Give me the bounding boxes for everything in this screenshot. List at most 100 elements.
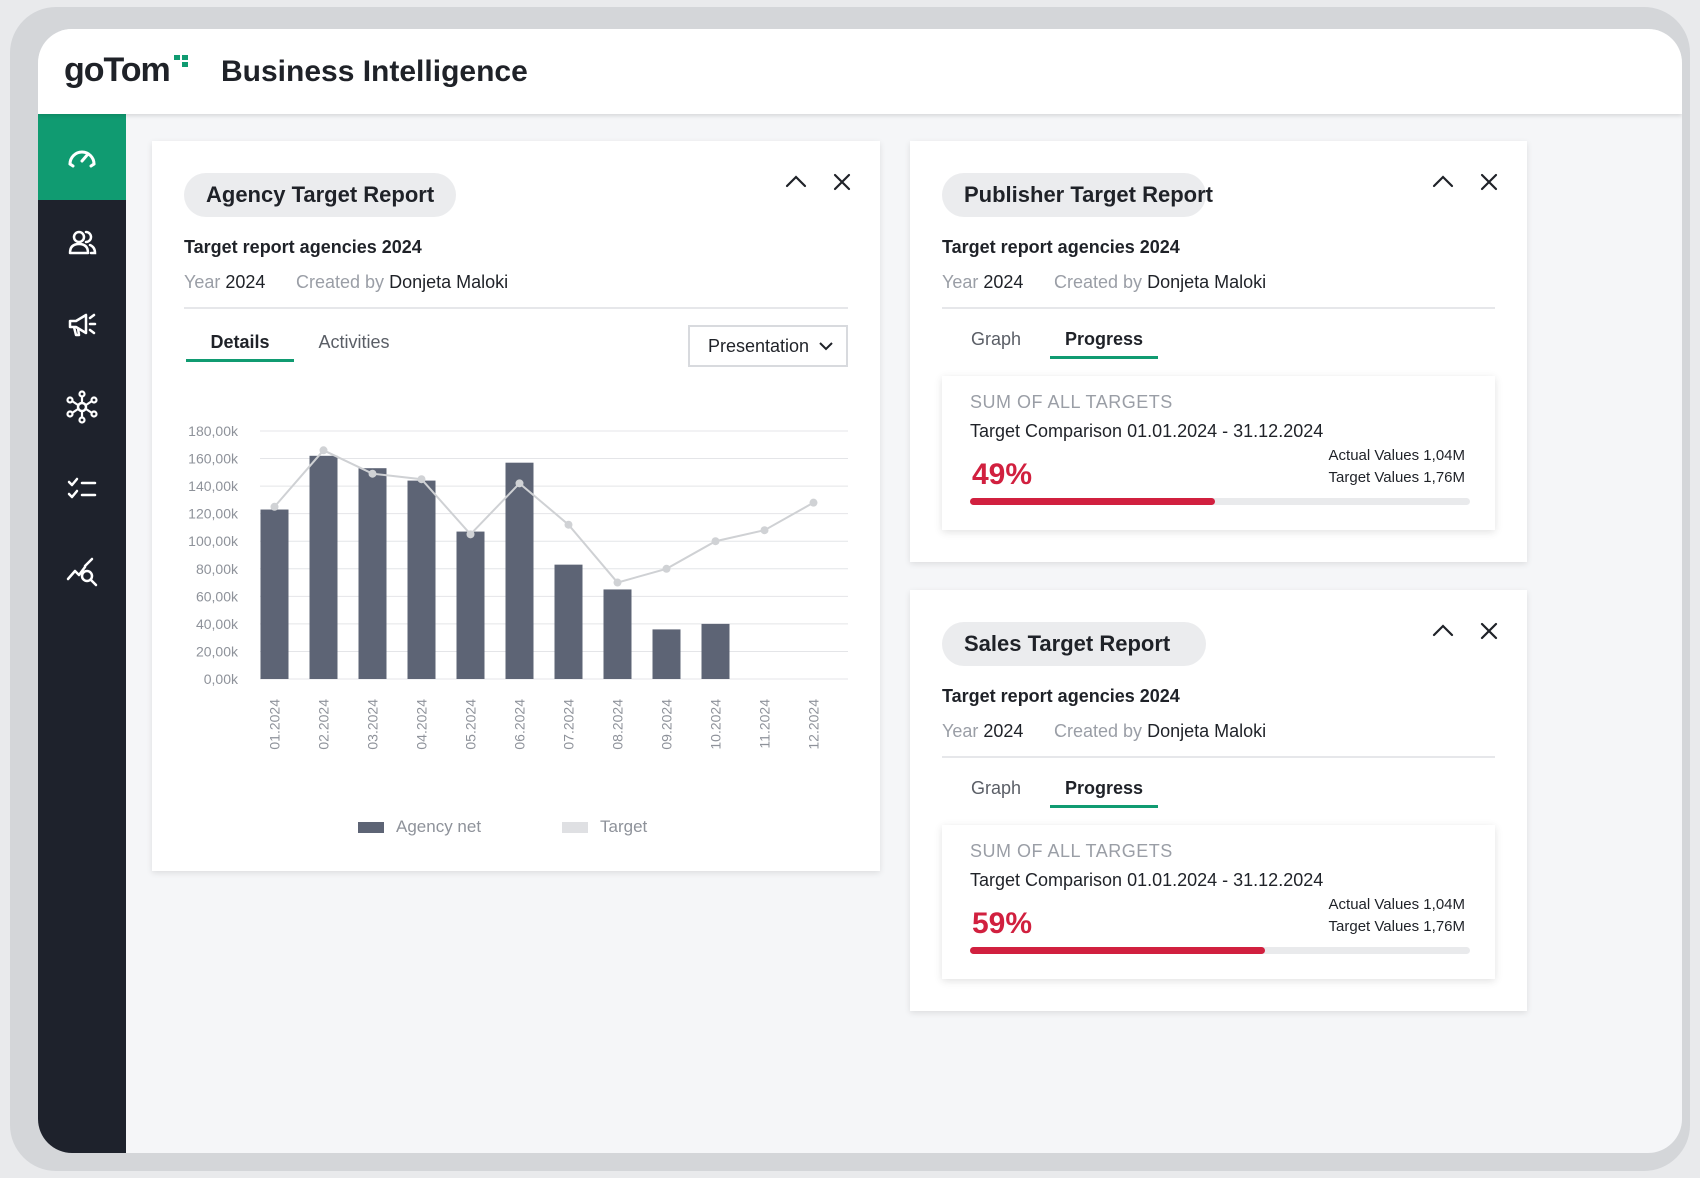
report-subtitle: Target report agencies 2024 [942,686,1180,706]
target-values: Target Values 1,76M [1328,918,1465,935]
tab-details[interactable]: Details [210,332,270,352]
sidebar-item-campaigns[interactable] [38,282,126,368]
target-point [564,520,573,529]
progress-bar [970,947,1470,954]
target-point [515,479,524,488]
tab-graph[interactable]: Graph [970,329,1022,349]
created-label: Created by [1054,272,1143,292]
target-line [273,449,814,584]
progress-percent: 49% [972,458,1033,491]
bar [407,480,436,679]
legend-label: Agency net [396,817,482,836]
year-value: 2024 [983,721,1024,741]
tab-active-indicator [186,359,294,362]
sidebar-item-analytics[interactable] [38,528,126,614]
target-point [368,469,377,478]
close-button[interactable] [1476,169,1502,195]
author-name: Donjeta Maloki [389,272,509,292]
target-point [270,502,279,511]
app-title: Business Intelligence [221,55,528,88]
gotom-logo[interactable]: goTom [64,51,188,90]
bar [603,589,632,679]
year-value: 2024 [225,272,266,292]
speedometer-icon [68,150,96,168]
y-tick-label: 180,00k [188,423,239,439]
collapse-button[interactable] [783,169,809,195]
created-label: Created by [296,272,385,292]
y-tick-label: 140,00k [188,478,239,494]
megaphone-icon [68,313,97,337]
target-point [613,578,622,587]
top-bar: goTom Business Intelligence [38,29,1682,114]
y-tick-label: 80,00k [196,561,239,577]
report-author: Created by Donjeta Maloki [1054,721,1266,742]
y-tick-label: 60,00k [196,588,239,604]
analytics-search-icon [66,557,98,587]
close-icon [1480,173,1498,191]
progress-panel: SUM OF ALL TARGETS Target Comparison 01.… [942,376,1495,530]
sidebar [38,114,126,1153]
bar [358,468,387,679]
bar [554,564,583,679]
card-title: Sales Target Report [942,622,1206,666]
x-tick-label: 09.2024 [659,699,675,750]
x-tick-label: 10.2024 [708,699,724,750]
network-icon [66,390,98,424]
tab-progress[interactable]: Progress [1064,329,1144,349]
tab-activities[interactable]: Activities [318,332,390,352]
close-button[interactable] [1476,618,1502,644]
target-point [319,446,328,455]
values-summary: Actual Values 1,04M Target Values 1,76M [1329,894,1465,938]
publisher-report-card: Publisher Target Report Target report ag… [910,141,1527,562]
y-tick-label: 40,00k [196,616,239,632]
target-point [809,498,818,507]
bar [456,531,485,679]
sidebar-item-users[interactable] [38,200,126,286]
tab-graph[interactable]: Graph [970,778,1022,798]
checklist-icon [67,477,97,499]
sum-label: SUM OF ALL TARGETS [970,841,1173,861]
bar [505,462,534,679]
legend-swatch-line [562,822,588,834]
x-tick-label: 01.2024 [267,699,283,750]
collapse-button[interactable] [1430,169,1456,195]
values-summary: Actual Values 1,04M Target Values 1,76M [1329,445,1465,489]
x-tick-label: 05.2024 [463,699,479,750]
chevron-up-icon [785,175,807,188]
bar [652,629,681,679]
y-tick-label: 20,00k [196,643,239,659]
x-tick-label: 03.2024 [365,699,381,750]
logo-text: goTom [64,51,171,89]
x-tick-label: 06.2024 [512,699,528,750]
sidebar-item-dashboard[interactable] [38,114,126,200]
sidebar-item-network[interactable] [38,364,126,450]
target-point [662,564,671,573]
close-button[interactable] [829,169,855,195]
report-subtitle: Target report agencies 2024 [942,237,1180,257]
report-year: Year 2024 [942,272,1023,293]
progress-bar [970,498,1470,505]
tab-progress[interactable]: Progress [1064,778,1144,798]
divider [942,307,1495,309]
divider [184,307,848,309]
actual-values: Actual Values 1,04M [1328,447,1465,464]
target-point [466,530,475,539]
report-year: Year 2024 [942,721,1023,742]
x-tick-label: 07.2024 [561,699,577,750]
actual-values: Actual Values 1,04M [1328,896,1465,913]
progress-fill [970,947,1265,954]
sidebar-item-tasks[interactable] [38,446,126,532]
y-tick-label: 120,00k [188,506,239,522]
bar [701,623,730,679]
bar [260,509,289,679]
collapse-button[interactable] [1430,618,1456,644]
legend-swatch-bar [358,822,384,834]
y-tick-label: 0,00k [204,671,239,687]
x-tick-label: 08.2024 [610,699,626,750]
target-point [711,537,720,546]
chevron-down-icon [819,342,833,351]
author-name: Donjeta Maloki [1147,272,1267,292]
presentation-select[interactable]: Presentation [688,325,848,367]
report-author: Created by Donjeta Maloki [296,272,508,293]
legend-label: Target [600,817,648,836]
